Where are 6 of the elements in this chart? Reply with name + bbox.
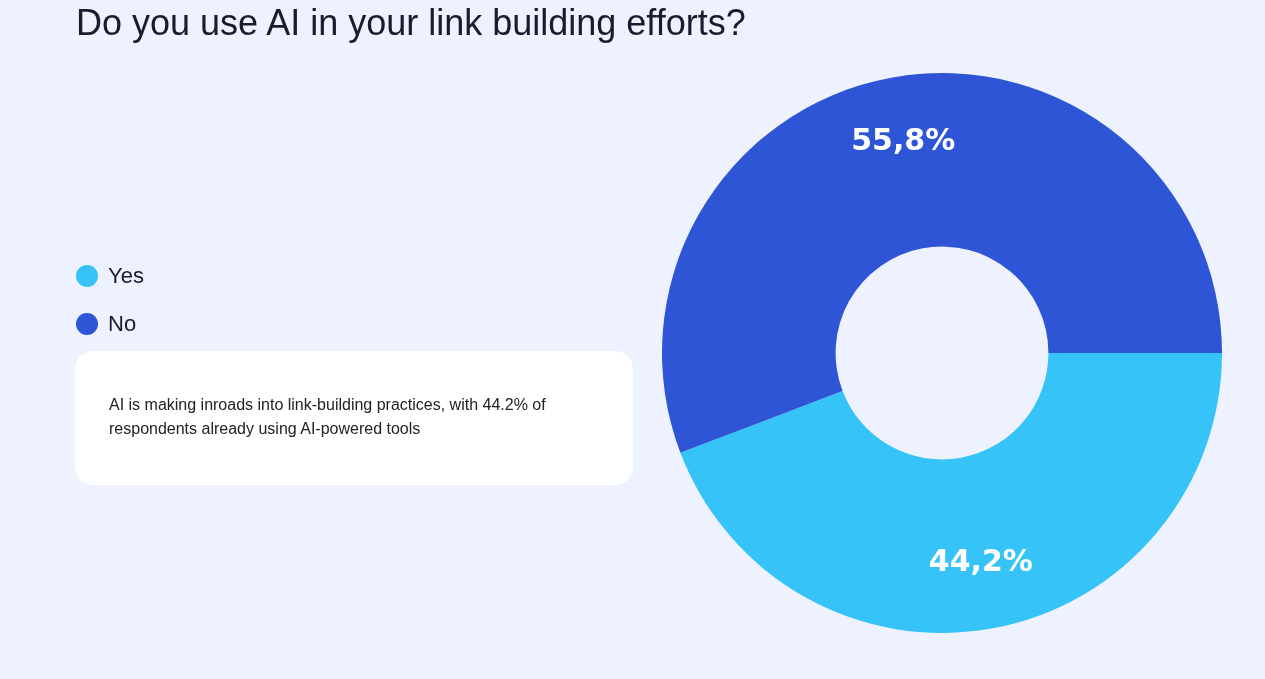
text: AI is making inroads into link-building practices, with 44.2% of respondents already using AI-powered tools — [75, 351, 633, 485]
legend-label: No — [108, 311, 137, 337]
legend-label: Yes — [108, 263, 144, 289]
data-label: 55,8% — [851, 122, 956, 158]
data-label: 44,2% — [928, 543, 1033, 579]
chart-title: Do you use AI in your link building efforts? — [76, 2, 746, 44]
